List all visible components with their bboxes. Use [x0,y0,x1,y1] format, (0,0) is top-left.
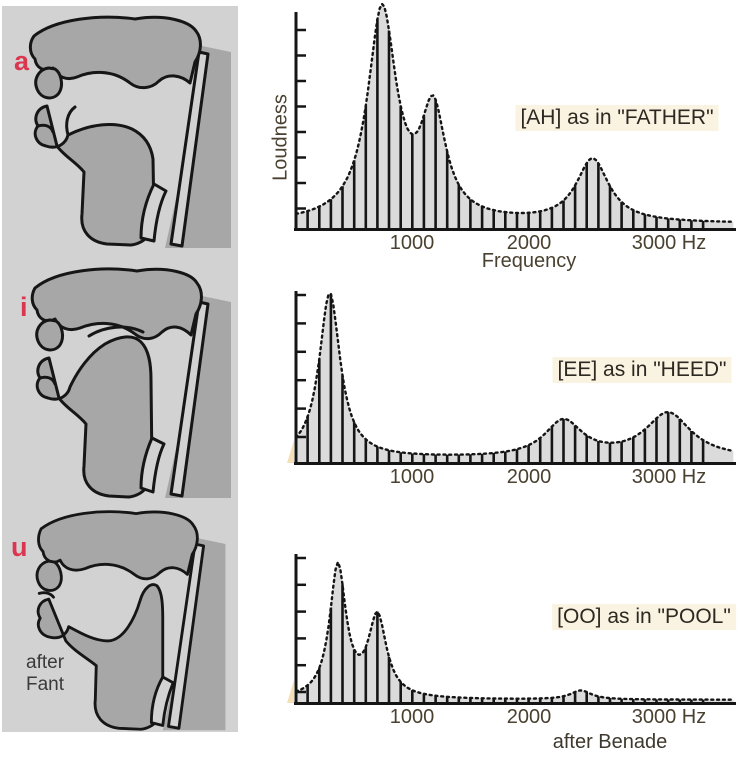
vowel-label-i: i [20,292,28,322]
x-tick-3000hz: 3000 Hz [631,466,707,488]
x-tick-2000: 2000 [506,232,552,254]
x-tick-1000: 1000 [389,706,435,728]
vocal-tract-diagram-a [5,12,235,252]
spectrum-chart-ah: Loudness [AH] as in "FATHER" 1000 2000 3… [269,0,749,272]
vowel-label-u: u [11,532,28,562]
vowel-annotation-ah: [AH] as in "FATHER" [515,105,719,131]
vocal-tract-u-drawing [35,510,226,731]
spectrum-plot-ah [294,1,736,231]
credit-line-2: Fant [26,674,65,695]
source-credit-benade: after Benade [552,731,668,753]
y-axis-label-loudness: Loudness [269,94,292,181]
spectrum-plot-ee [287,291,736,465]
source-credit-fant: after Fant [26,652,64,696]
vocal-tract-diagram-i [5,262,235,502]
spectrum-plot-oo [287,554,736,705]
credit-line-1: after [26,652,65,673]
vowel-annotation-ee: [EE] as in "HEED" [552,357,732,383]
vocal-tract-a-drawing [28,15,231,248]
vowel-label-a: a [14,46,30,76]
spectrum-chart-oo: [OO] as in "POOL" 1000 2000 3000 Hz afte… [270,520,749,771]
vowel-annotation-oo: [OO] as in "POOL" [552,604,736,630]
x-tick-2000: 2000 [506,466,552,488]
vocal-tract-panel: a i u after Fant [2,6,238,732]
x-tick-2000: 2000 [506,706,552,728]
x-tick-3000hz: 3000 Hz [631,232,707,254]
vocal-tract-i-drawing [30,267,231,499]
x-tick-1000: 1000 [389,466,435,488]
x-axis-label-frequency: Frequency [481,250,577,272]
x-tick-1000: 1000 [389,232,435,254]
vocal-tract-diagram-u [5,506,235,734]
x-tick-3000hz: 3000 Hz [631,706,707,728]
spectrum-chart-ee: [EE] as in "HEED" 1000 2000 3000 Hz [270,272,749,518]
